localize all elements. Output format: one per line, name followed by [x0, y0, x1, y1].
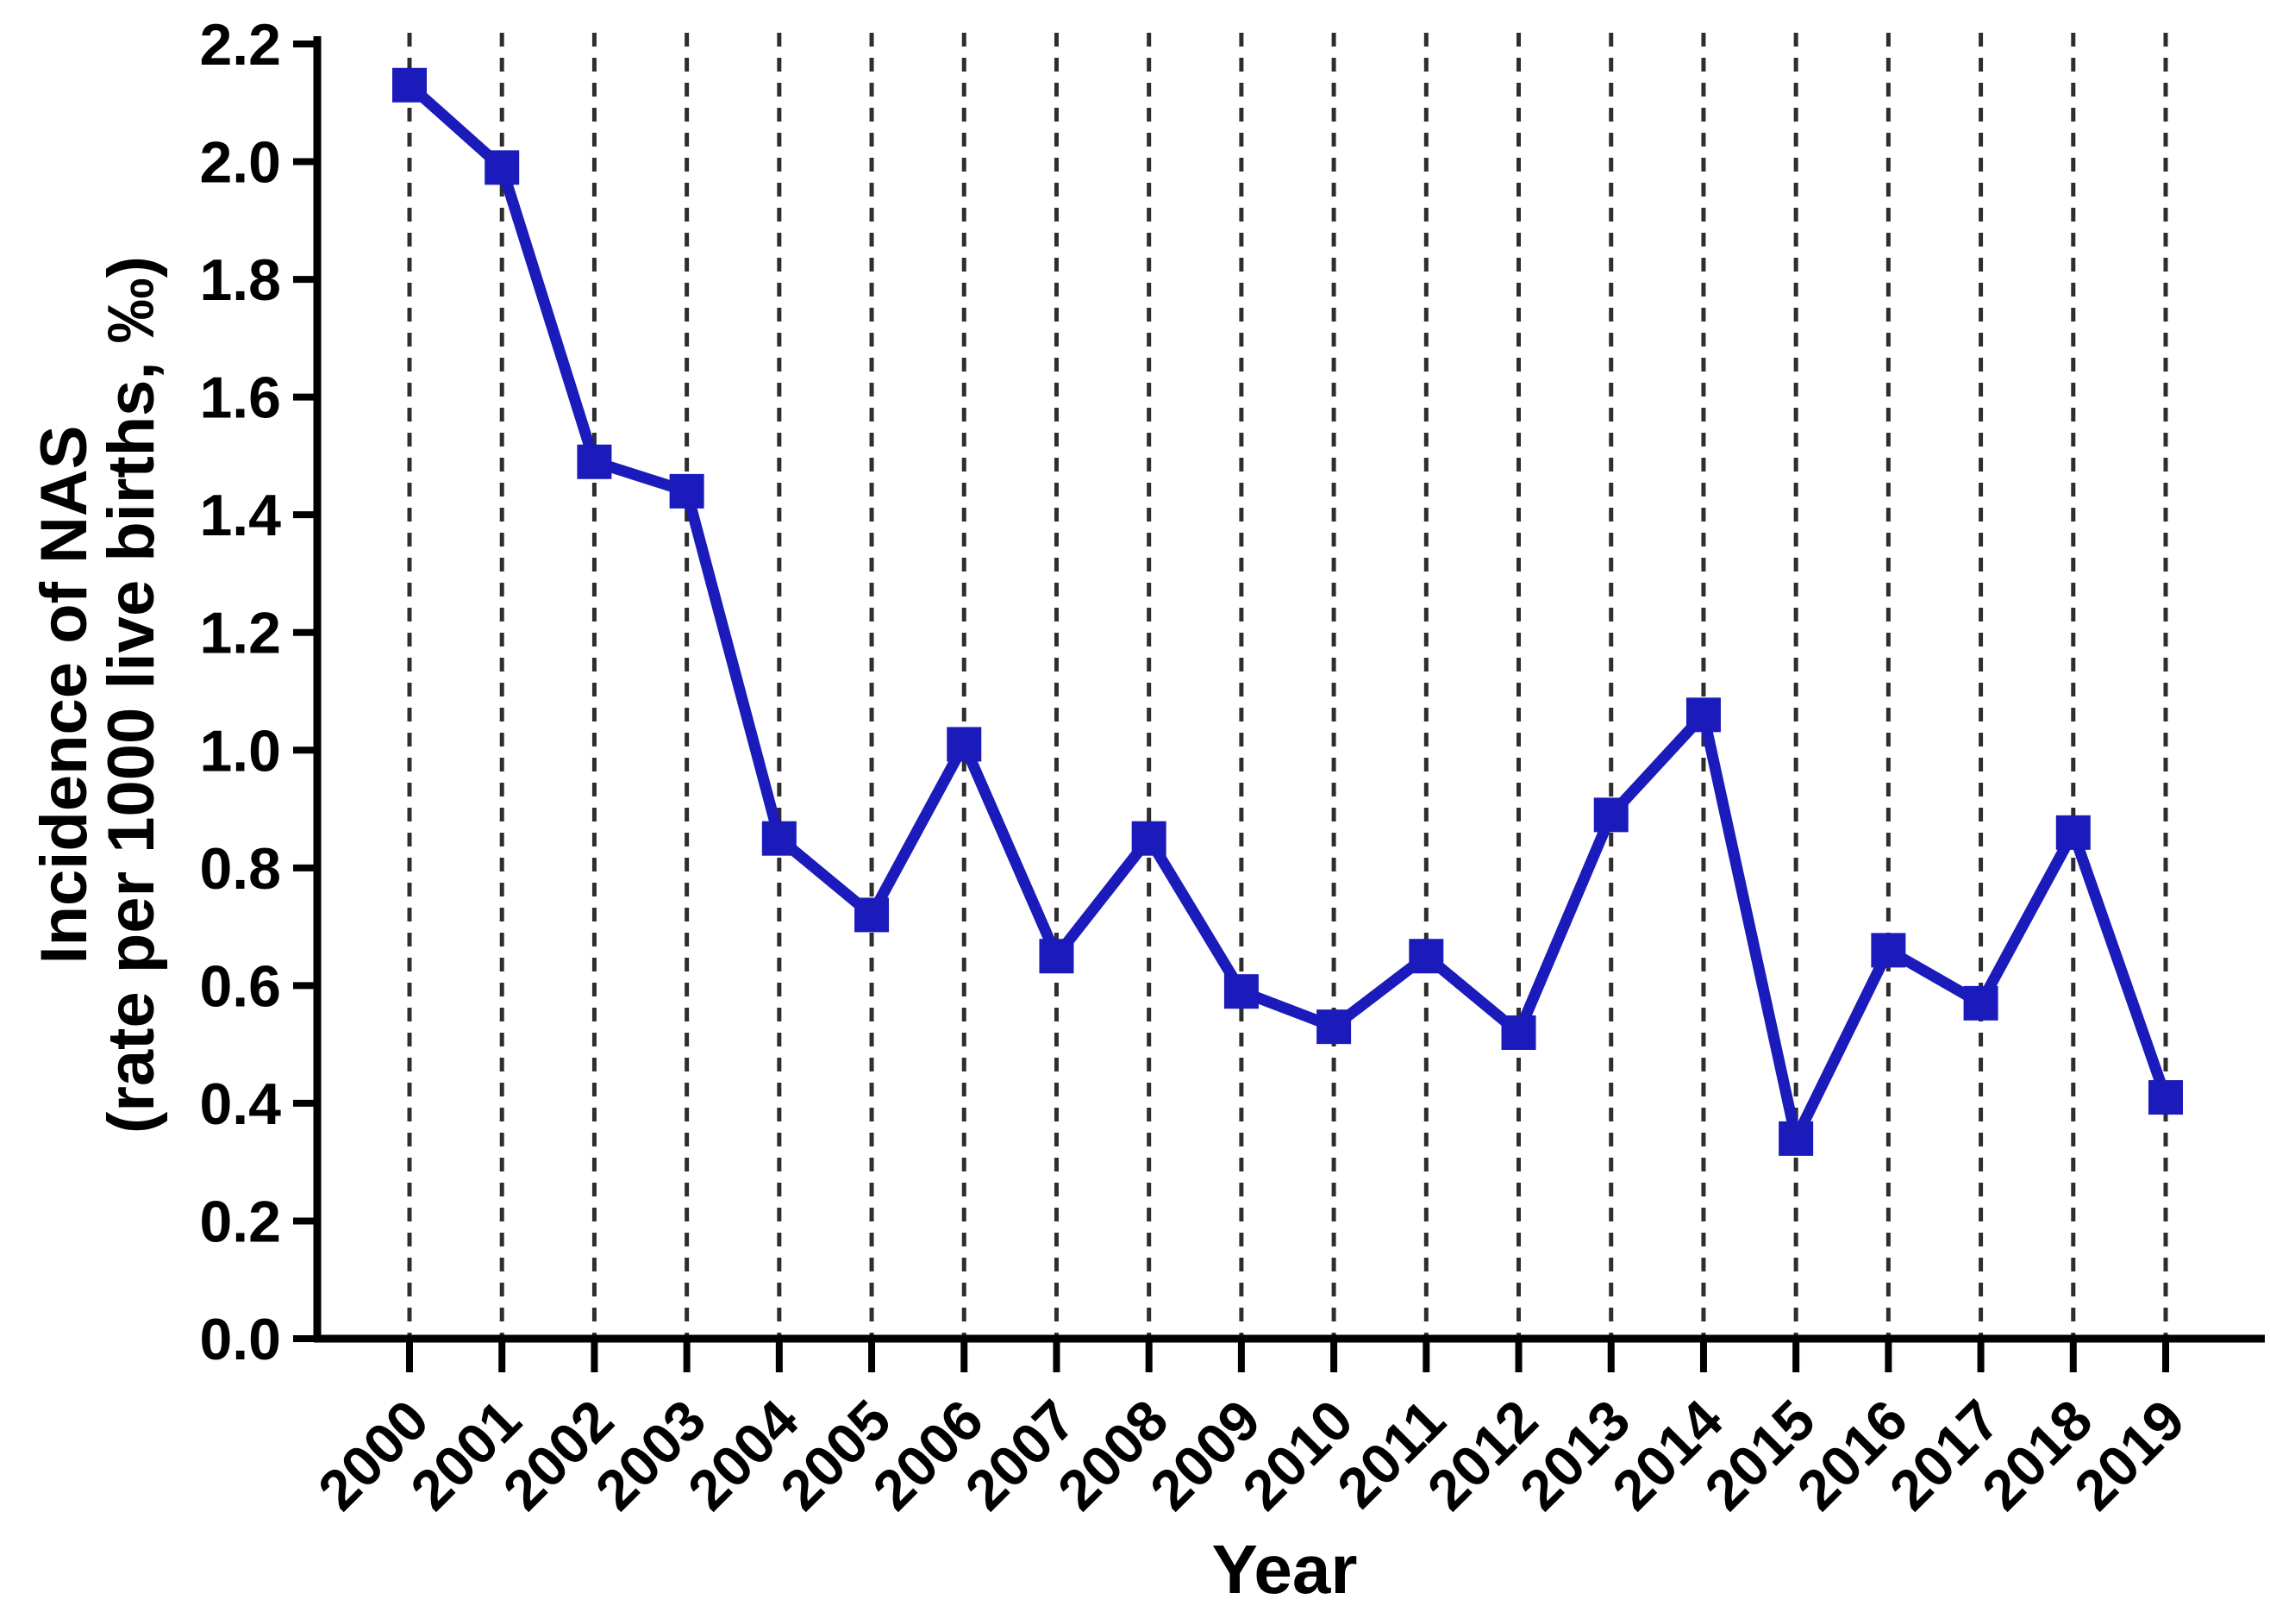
gridlines — [407, 33, 2168, 1339]
y-tick-label-2.0: 2.0 — [199, 130, 281, 196]
y-axis-ticks — [293, 41, 317, 1342]
x-axis-title: Year — [1211, 1531, 1357, 1608]
data-point-2001 — [485, 150, 520, 185]
data-point-2018 — [2055, 815, 2091, 850]
data-point-2015 — [1779, 1121, 1814, 1156]
data-point-2019 — [2148, 1080, 2183, 1115]
y-tick-label-2.2: 2.2 — [199, 12, 281, 78]
x-axis-tick-labels: 2000200120022003200420052006200720082009… — [306, 1387, 2197, 1521]
data-point-2017 — [1963, 985, 1998, 1021]
data-point-2012 — [1501, 1015, 1536, 1050]
series-layer — [392, 67, 2183, 1156]
data-point-2016 — [1871, 933, 1906, 968]
data-point-2014 — [1685, 697, 1721, 733]
x-axis-ticks — [406, 1339, 2169, 1372]
axes — [313, 36, 2265, 1343]
y-tick-label-1.2: 1.2 — [199, 601, 281, 666]
y-tick-label-1.4: 1.4 — [199, 483, 281, 548]
y-axis-tick-labels: 0.0 0.2 0.4 0.6 0.8 1.0 1.2 1.4 1.6 1.8 2.0 2.2 — [199, 12, 281, 1372]
y-tick-label-0.6: 0.6 — [199, 953, 281, 1019]
data-point-2011 — [1409, 939, 1444, 974]
series-line-incidence-of-nas-rate-per-1000-live-births- — [405, 80, 2172, 1156]
y-axis-title-line2: (rate per 1000 live births, ‰) — [95, 256, 168, 1134]
data-point-2009 — [1223, 974, 1259, 1009]
y-tick-label-1.8: 1.8 — [199, 247, 281, 313]
data-point-2013 — [1593, 797, 1629, 833]
y-tick-label-0.0: 0.0 — [199, 1307, 281, 1372]
data-point-2006 — [947, 727, 982, 762]
data-point-2007 — [1039, 939, 1074, 974]
y-tick-label-0.4: 0.4 — [199, 1071, 281, 1137]
x-tick-label-2019: 2019 — [2062, 1388, 2197, 1522]
data-point-2008 — [1131, 821, 1166, 856]
y-tick-label-0.8: 0.8 — [199, 836, 281, 902]
y-tick-label-0.2: 0.2 — [199, 1189, 281, 1254]
y-tick-label-1.6: 1.6 — [199, 365, 281, 431]
y-axis-title-line1: Incidence of NAS — [28, 426, 101, 965]
data-point-2010 — [1316, 1009, 1352, 1045]
data-point-2004 — [761, 821, 797, 856]
data-point-2002 — [577, 444, 612, 479]
data-point-2005 — [854, 897, 890, 933]
y-tick-label-1.0: 1.0 — [199, 718, 281, 784]
data-point-2003 — [669, 473, 704, 509]
data-point-2000 — [392, 67, 427, 103]
